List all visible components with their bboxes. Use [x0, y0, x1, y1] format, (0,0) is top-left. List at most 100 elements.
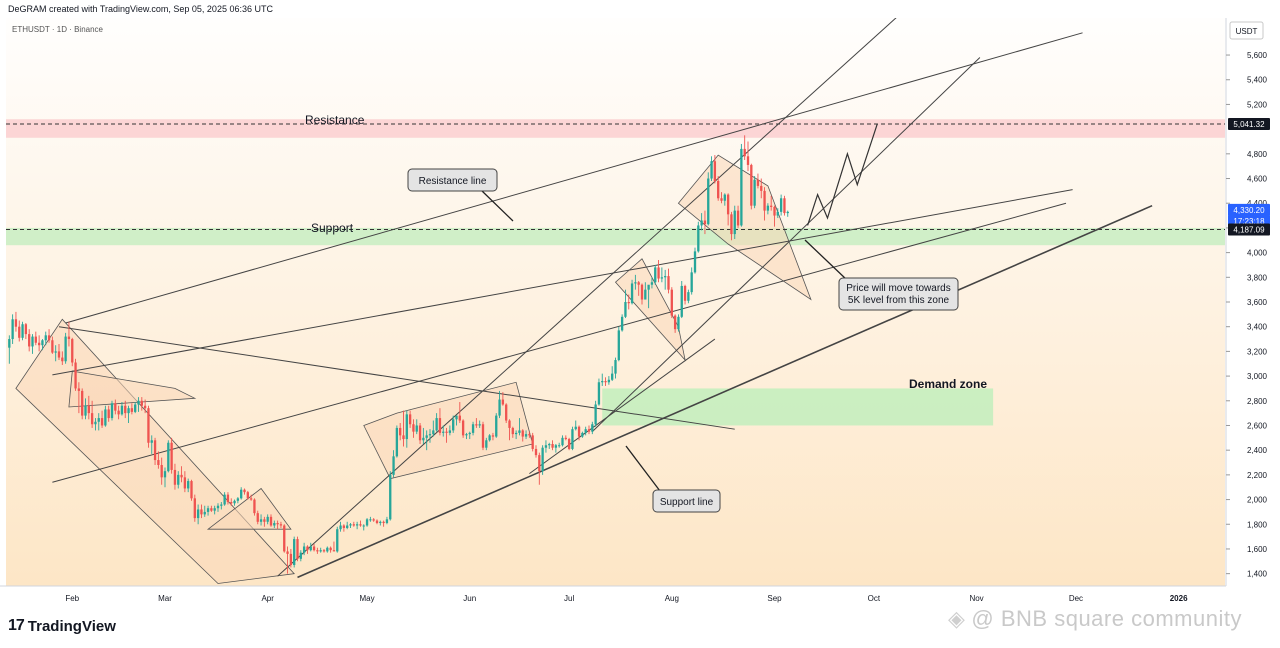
- candle-body: [514, 432, 518, 435]
- chart-attribution: DeGRAM created with TradingView.com, Sep…: [8, 4, 273, 14]
- inner-channel: [591, 57, 981, 433]
- candle-body: [243, 489, 246, 493]
- candle: [534, 445, 538, 458]
- y-tick-label: 2,600: [1247, 421, 1268, 430]
- candle: [644, 282, 647, 300]
- candle: [289, 548, 293, 568]
- candle-body: [581, 432, 584, 437]
- candle-body: [203, 511, 206, 515]
- candle: [140, 397, 143, 411]
- candle-body: [359, 524, 362, 526]
- candle-body: [753, 179, 756, 206]
- candle-body: [561, 437, 564, 446]
- candle-body: [687, 292, 690, 301]
- candle: [640, 283, 644, 305]
- candle-body: [591, 424, 594, 432]
- candle: [21, 321, 24, 341]
- candle-body: [627, 302, 630, 304]
- candle: [14, 311, 18, 332]
- candle-body: [544, 445, 548, 448]
- candle: [276, 520, 279, 530]
- candle-body: [690, 272, 693, 293]
- candle-body: [717, 180, 720, 199]
- candle: [316, 547, 319, 554]
- candle: [521, 429, 524, 442]
- candle: [673, 314, 677, 333]
- candle: [425, 430, 428, 451]
- candle: [544, 440, 548, 453]
- candle-body: [71, 339, 74, 363]
- candle: [591, 421, 594, 435]
- candle-body: [94, 421, 97, 425]
- candle: [617, 326, 620, 362]
- price-chart[interactable]: Resistance Support Demand zone Resistanc…: [0, 18, 1280, 618]
- candle: [11, 314, 14, 344]
- candle-body: [594, 404, 597, 425]
- candle: [481, 421, 485, 451]
- candle: [312, 544, 316, 552]
- candle: [567, 437, 571, 451]
- time-axis[interactable]: [0, 586, 1226, 618]
- candle: [206, 505, 210, 516]
- demand-zone-label: Demand zone: [909, 377, 987, 391]
- price-axis[interactable]: [1226, 18, 1280, 586]
- candle-body: [339, 525, 342, 530]
- callout-resistance-text: Resistance line: [419, 176, 487, 187]
- candle: [110, 400, 114, 421]
- candle: [726, 193, 730, 226]
- candle: [177, 471, 180, 489]
- x-tick-label: Nov: [969, 594, 983, 603]
- candle: [256, 510, 259, 525]
- candle: [501, 392, 505, 406]
- candle: [498, 390, 501, 419]
- candle-body: [259, 519, 263, 522]
- bnb-diamond-icon: ◈: [948, 606, 966, 631]
- candle-body: [733, 210, 736, 235]
- candle: [114, 399, 117, 415]
- candle-body: [226, 494, 230, 503]
- candle: [710, 156, 713, 181]
- candle-body: [240, 489, 243, 499]
- candle-body: [306, 546, 309, 551]
- candle-body: [773, 206, 776, 216]
- candle: [773, 205, 776, 227]
- candle-body: [664, 276, 667, 278]
- candle: [266, 514, 269, 525]
- y-tick-label: 5,200: [1247, 100, 1268, 109]
- candle-body: [604, 381, 607, 383]
- candle: [200, 504, 203, 519]
- x-tick-label: Feb: [65, 594, 79, 603]
- candle: [322, 548, 326, 553]
- tradingview-logo[interactable]: 17 TradingView: [8, 617, 116, 635]
- candle: [18, 320, 21, 342]
- candle: [77, 382, 81, 414]
- candle-body: [114, 403, 117, 411]
- candle-body: [574, 426, 577, 430]
- candle-body: [524, 434, 528, 437]
- candle-body: [703, 220, 707, 225]
- candle: [779, 194, 783, 216]
- candle: [630, 279, 634, 305]
- callout-price-box[interactable]: [838, 277, 959, 311]
- price-label: 5,041.32: [1233, 120, 1265, 129]
- candle-body: [77, 388, 81, 391]
- candle-body: [448, 430, 452, 433]
- candle: [720, 192, 723, 204]
- projected-path: [807, 124, 878, 226]
- candle-body: [402, 435, 405, 440]
- zone-support: [6, 227, 1225, 246]
- candle-body: [435, 418, 438, 431]
- candle-body: [24, 324, 28, 335]
- callout-resistance-box[interactable]: [407, 168, 498, 192]
- candle: [402, 410, 405, 447]
- candle: [435, 413, 438, 432]
- candle-body: [776, 211, 779, 216]
- candle-body: [418, 425, 422, 441]
- callout-support-box[interactable]: [652, 489, 721, 513]
- candle-body: [528, 434, 531, 436]
- candle-body: [491, 435, 495, 437]
- candle-body: [246, 492, 249, 499]
- candle-body: [124, 405, 127, 414]
- candle: [693, 247, 697, 274]
- support-line: [297, 204, 1153, 579]
